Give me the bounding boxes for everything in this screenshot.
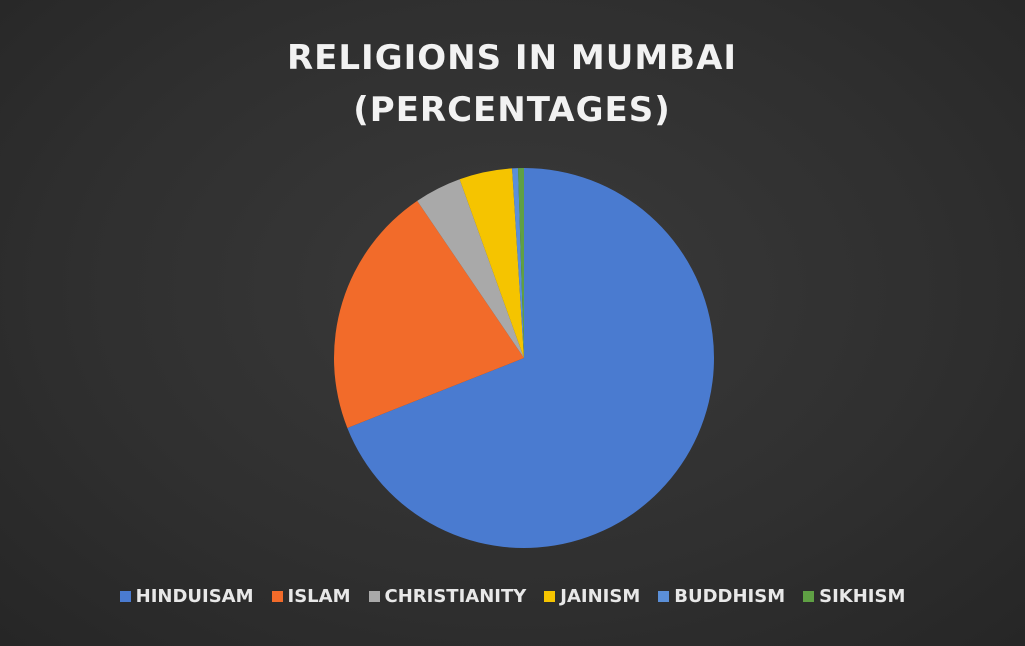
legend-item: CHRISTIANITY [368, 586, 527, 607]
pie-slice [417, 179, 524, 358]
legend-swatch [658, 591, 670, 602]
legend-item: HINDUISAM [119, 586, 254, 607]
legend-swatch [119, 591, 131, 602]
legend-item: ISLAM [271, 586, 351, 607]
pie-slice [347, 168, 715, 549]
legend-label: BUDDHISM [674, 586, 786, 607]
pie-slice [334, 200, 524, 428]
legend-label: ISLAM [287, 586, 351, 607]
legend-label: SIKHISM [819, 586, 906, 607]
legend-label: CHRISTIANITY [384, 586, 527, 607]
chart-title: RELIGIONS IN MUMBAI (PERCENTAGES) [286, 38, 738, 130]
legend-label: JAINISM [560, 586, 641, 607]
legend-swatch [271, 591, 283, 602]
pie-slice [459, 168, 524, 358]
legend-swatch [544, 591, 556, 602]
pie-slice [518, 168, 524, 358]
legend-item: JAINISM [544, 586, 640, 607]
legend-item: BUDDHISM [658, 586, 785, 607]
legend-swatch [803, 591, 815, 602]
legend-item: SIKHISM [803, 586, 905, 607]
legend: HINDUISAM ISLAM CHRISTIANITY JAINISM BUDDHIS… [0, 586, 1025, 607]
legend-swatch [368, 591, 380, 602]
pie-slice [512, 168, 524, 358]
legend-label: HINDUISAM [135, 586, 254, 607]
